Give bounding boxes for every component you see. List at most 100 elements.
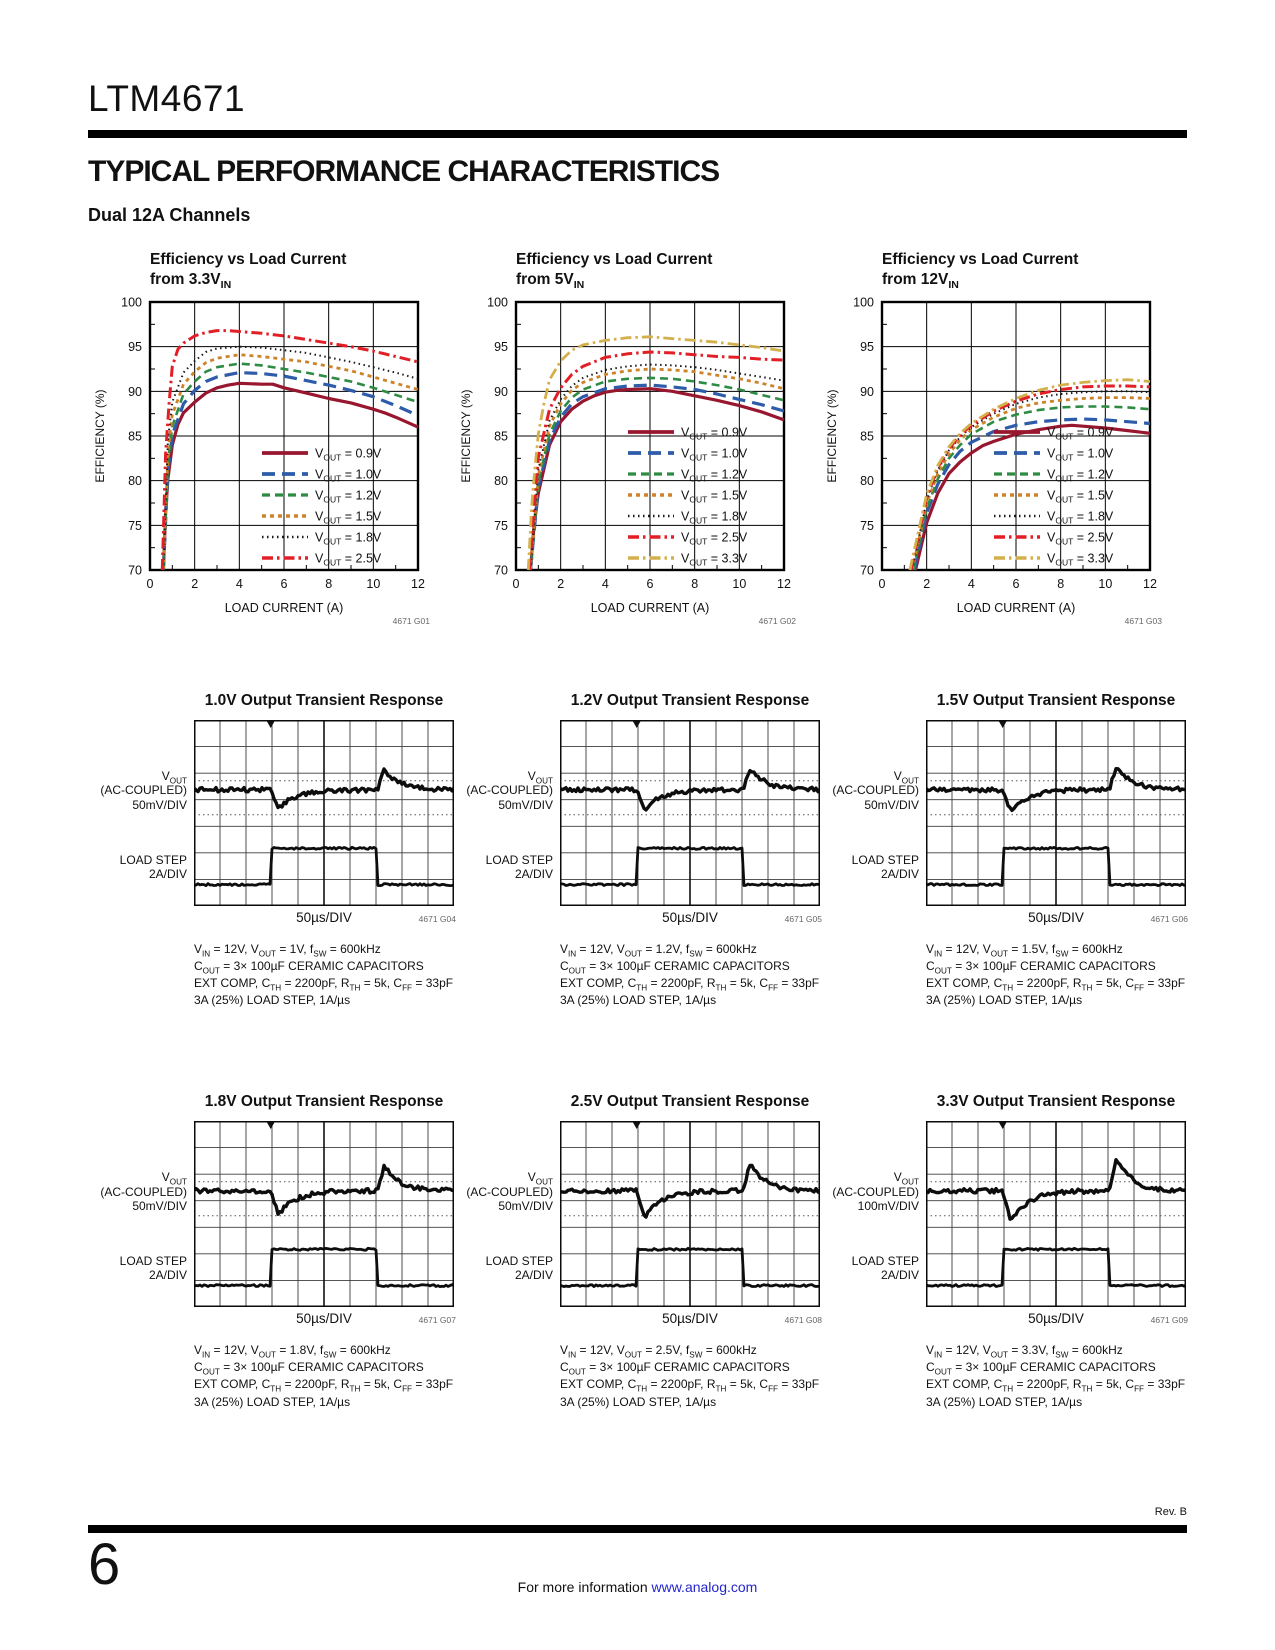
series-1.2 xyxy=(529,376,785,571)
svg-text:6: 6 xyxy=(647,577,654,591)
scope-canvas xyxy=(560,1121,820,1308)
scope-labels: VOUT (AC-COUPLED) 50mV/DIV LOAD STEP 2A/DIV xyxy=(88,720,194,906)
graph-id: 4671 G06 xyxy=(1150,914,1188,925)
scope-svg xyxy=(926,1121,1186,1308)
analog-com-link[interactable]: www.analog.com xyxy=(651,1579,758,1595)
svg-text:10: 10 xyxy=(732,577,746,591)
transient-chart-2v5: 2.5V Output Transient Response VOUT (AC-CO… xyxy=(454,1093,822,1410)
load-step-trace xyxy=(926,1247,1186,1289)
svg-text:75: 75 xyxy=(494,519,508,533)
vout-channel-label: VOUT (AC-COUPLED) 50mV/DIV xyxy=(100,769,187,812)
svg-text:VOUT = 2.5V: VOUT = 2.5V xyxy=(315,552,382,568)
series-lines xyxy=(526,335,785,571)
svg-text:4: 4 xyxy=(968,577,975,591)
header-rule xyxy=(88,130,1187,138)
series-0.9 xyxy=(528,387,785,571)
svg-text:8: 8 xyxy=(1057,577,1064,591)
svg-text:12: 12 xyxy=(1143,577,1157,591)
graticule xyxy=(194,1121,454,1308)
svg-text:80: 80 xyxy=(494,474,508,488)
scope-canvas xyxy=(926,720,1186,907)
chart-title: 1.5V Output Transient Response xyxy=(936,692,1176,710)
svg-text:90: 90 xyxy=(860,385,874,399)
svg-text:LOAD CURRENT (A): LOAD CURRENT (A) xyxy=(225,601,344,615)
load-step-trace xyxy=(560,1247,820,1289)
scope-body: VOUT (AC-COUPLED) 50mV/DIV LOAD STEP 2A/DIV xyxy=(454,1121,820,1308)
series-1.5 xyxy=(529,367,785,571)
svg-text:EFFICIENCY (%): EFFICIENCY (%) xyxy=(459,390,473,483)
graph-id: 4671 G07 xyxy=(418,1315,456,1326)
vout-channel-label: VOUT (AC-COUPLED) 50mV/DIV xyxy=(832,769,919,812)
svg-text:10: 10 xyxy=(1098,577,1112,591)
efficiency-chart-svg: 0 2 4 6 8 10 12 70 75 80 85 90 95 100 EFFICIENCY (%) LO… xyxy=(459,296,796,627)
series-1.8 xyxy=(911,390,1151,571)
svg-text:6: 6 xyxy=(1013,577,1020,591)
svg-text:VOUT = 1.5V: VOUT = 1.5V xyxy=(315,510,382,526)
series-1.2 xyxy=(162,362,419,571)
svg-text:VOUT = 2.5V: VOUT = 2.5V xyxy=(1047,531,1114,547)
svg-text:VOUT = 1.0V: VOUT = 1.0V xyxy=(681,447,748,463)
svg-text:4671 G03: 4671 G03 xyxy=(1125,616,1163,626)
legend: VOUT = 0.9V VOUT = 1.0V VOUT = 1.2V VOUT = … xyxy=(628,426,748,568)
vout-trace xyxy=(560,1164,820,1220)
load-step-channel-label: LOAD STEP 2A/DIV xyxy=(485,852,553,882)
footer-info-text: For more information xyxy=(517,1579,652,1595)
transient-chart-1v0: 1.0V Output Transient Response VOUT (AC-CO… xyxy=(88,692,456,1009)
vout-channel-label: VOUT (AC-COUPLED) 100mV/DIV xyxy=(832,1170,919,1213)
vout-trace xyxy=(194,1164,454,1217)
series-lines xyxy=(908,378,1151,571)
trigger-marker-icon xyxy=(998,1122,1007,1130)
svg-text:85: 85 xyxy=(494,430,508,444)
page-footer: Rev. B 6 For more information www.analog… xyxy=(0,1506,1275,1645)
chart-canvas: 0 2 4 6 8 10 12 70 75 80 85 90 95 100 EFFICIENCY (%) LO… xyxy=(454,294,820,634)
svg-text:4: 4 xyxy=(236,577,243,591)
svg-text:2: 2 xyxy=(191,577,198,591)
scope-x-row: 50µs/DIV 4671 G08 xyxy=(560,1307,822,1326)
svg-text:VOUT = 3.3V: VOUT = 3.3V xyxy=(681,552,748,568)
efficiency-charts-row: Efficiency vs Load Current from 3.3VIN 0 2… xyxy=(88,250,1187,634)
legend: VOUT = 0.9V VOUT = 1.0V VOUT = 1.2V VOUT = … xyxy=(994,426,1114,568)
timebase-label: 50µs/DIV xyxy=(296,1311,352,1327)
series-0.9 xyxy=(161,381,419,571)
scope-canvas xyxy=(926,1121,1186,1308)
transient-chart-1v2: 1.2V Output Transient Response VOUT (AC-CO… xyxy=(454,692,822,1009)
scope-labels: VOUT (AC-COUPLED) 50mV/DIV LOAD STEP 2A/DIV xyxy=(820,720,926,906)
series-1.0 xyxy=(161,371,419,571)
footer-bottom: 6 For more information www.analog.com xyxy=(88,1534,1187,1645)
svg-text:0: 0 xyxy=(513,577,520,591)
scope-x-row: 50µs/DIV 4671 G09 xyxy=(926,1307,1188,1326)
vout-trace xyxy=(926,767,1186,813)
graticule xyxy=(926,720,1186,907)
svg-text:2: 2 xyxy=(557,577,564,591)
svg-text:95: 95 xyxy=(128,340,142,354)
test-conditions-caption: VIN = 12V, VOUT = 1.8V, fSW = 600kHz COUT… xyxy=(194,1343,454,1409)
load-step-trace xyxy=(194,1247,454,1289)
svg-text:85: 85 xyxy=(128,430,142,444)
vout-trace xyxy=(926,1158,1186,1222)
trigger-marker-icon xyxy=(632,721,641,729)
series-1.2 xyxy=(912,405,1151,571)
series-2.5 xyxy=(160,329,419,571)
transient-chart-1v8: 1.8V Output Transient Response VOUT (AC-CO… xyxy=(88,1093,456,1410)
svg-text:VOUT = 1.0V: VOUT = 1.0V xyxy=(315,468,382,484)
chart-canvas: 0 2 4 6 8 10 12 70 75 80 85 90 95 100 EFFICIENCY (%) LO… xyxy=(88,294,454,634)
chart-title: 3.3V Output Transient Response xyxy=(936,1093,1176,1111)
page-content: LTM4671 TYPICAL PERFORMANCE CHARACTERIST… xyxy=(88,80,1188,1410)
svg-text:VOUT = 1.8V: VOUT = 1.8V xyxy=(681,510,748,526)
svg-text:10: 10 xyxy=(366,577,380,591)
svg-text:80: 80 xyxy=(860,474,874,488)
timebase-label: 50µs/DIV xyxy=(296,910,352,926)
svg-text:75: 75 xyxy=(860,519,874,533)
scope-x-row: 50µs/DIV 4671 G07 xyxy=(194,1307,456,1327)
trigger-marker-icon xyxy=(998,721,1007,729)
svg-text:4: 4 xyxy=(602,577,609,591)
trigger-marker-icon xyxy=(266,1122,275,1130)
chart-title: Efficiency vs Load Current from 12VIN xyxy=(882,251,1079,292)
footer-info: For more information www.analog.com xyxy=(88,1579,1187,1595)
scope-canvas xyxy=(560,720,820,907)
scope-svg xyxy=(194,720,454,907)
scope-x-row: 50µs/DIV 4671 G04 xyxy=(194,906,456,926)
chart-title: 1.8V Output Transient Response xyxy=(204,1093,444,1111)
efficiency-chart-svg: 0 2 4 6 8 10 12 70 75 80 85 90 95 100 EFFICIENCY (%) LO… xyxy=(825,296,1163,627)
